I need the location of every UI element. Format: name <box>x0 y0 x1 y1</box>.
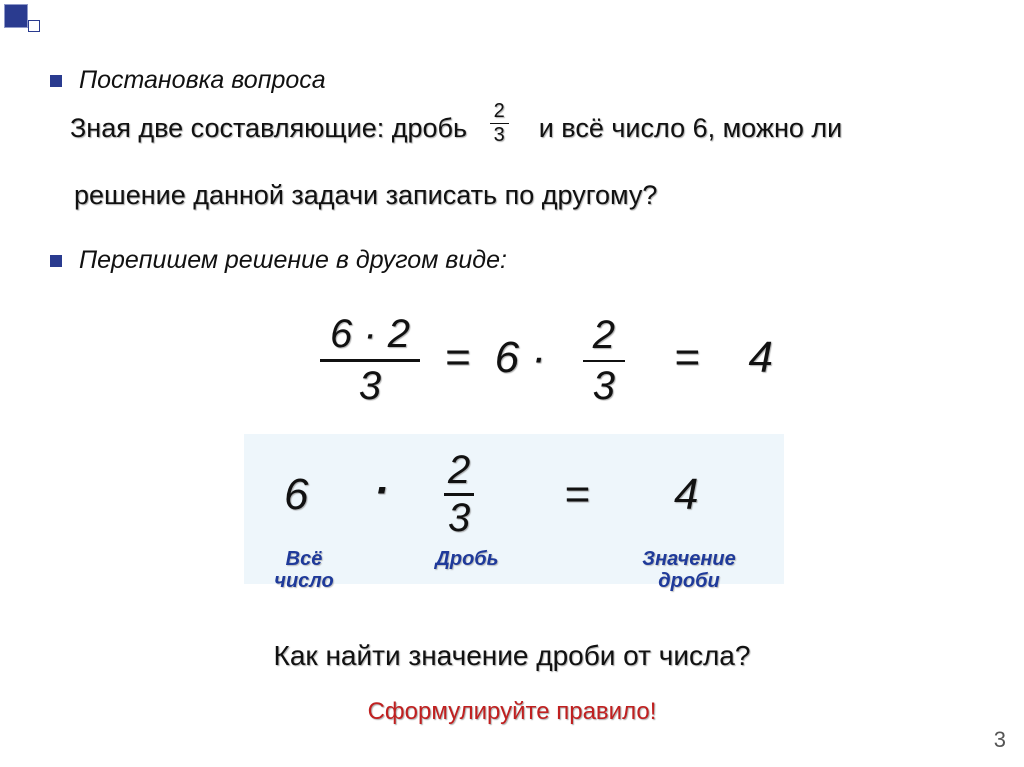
question-1: Как найти значение дроби от числа? <box>0 640 1024 672</box>
eq-a-mid-fraction: 2 3 <box>583 311 625 411</box>
bullet-square-icon <box>50 75 62 87</box>
eq-a-eq1: = <box>445 333 471 382</box>
eq-b-result: 4 <box>674 470 698 520</box>
statement-fraction: 2 3 <box>490 100 509 147</box>
eq-b-frac-num: 2 <box>444 448 474 496</box>
statement-frac-den: 3 <box>490 124 509 147</box>
eq-b-fraction: 2 3 <box>444 448 474 541</box>
statement-frac-num: 2 <box>490 100 509 124</box>
equation-a: 6 · 2 3 = 6 · 2 3 = 4 <box>320 310 773 411</box>
eq-a-lhs-den: 3 <box>320 362 420 411</box>
eq-a-lhs-num: 6 · 2 <box>320 310 420 362</box>
eq-a-rhs: 4 <box>748 333 772 382</box>
question-2: Сформулируйте правило! <box>0 698 1024 726</box>
eq-b-frac-den: 3 <box>444 496 474 541</box>
page-number: 3 <box>994 727 1006 753</box>
eq-a-lhs-fraction: 6 · 2 3 <box>320 310 420 411</box>
bullet-1-row: Постановка вопроса <box>50 66 326 95</box>
label-value: Значениедроби <box>614 548 764 592</box>
statement-line-1: Зная две составляющие: дробь 2 3 и всё ч… <box>70 100 842 147</box>
bullet-square-icon <box>50 255 62 267</box>
eq-a-eq2: = <box>674 333 700 382</box>
statement-part1: Зная две составляющие: дробь <box>70 113 467 143</box>
eq-b-whole: 6 <box>284 470 308 520</box>
label-frac: Дробь <box>412 548 522 570</box>
label-whole: Всёчисло <box>244 548 364 592</box>
eq-a-mid-den: 3 <box>583 362 625 411</box>
eq-a-mid-num: 2 <box>583 311 625 362</box>
eq-b-dot: · <box>374 466 389 516</box>
bullet-1-text: Постановка вопроса <box>79 66 326 94</box>
eq-b-eq: = <box>564 470 590 520</box>
bullet-2-text: Перепишем решение в другом виде: <box>79 246 507 274</box>
slide-logo <box>4 4 44 44</box>
statement-line-2: решение данной задачи записать по другом… <box>74 180 657 211</box>
bullet-2-row: Перепишем решение в другом виде: <box>50 246 507 275</box>
statement-part2: и всё число 6, можно ли <box>539 113 843 143</box>
eq-a-mid-whole: 6 · <box>495 333 546 382</box>
